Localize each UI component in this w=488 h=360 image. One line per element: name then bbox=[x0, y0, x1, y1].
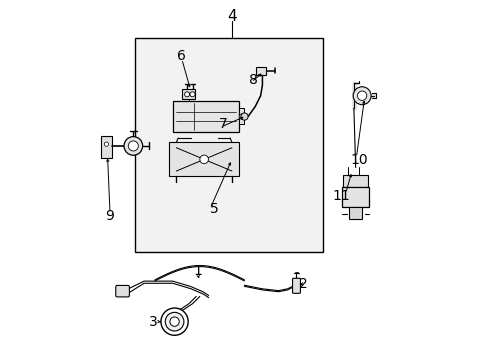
Bar bbox=[348, 207, 362, 220]
Text: 11: 11 bbox=[332, 189, 349, 203]
Circle shape bbox=[184, 92, 189, 97]
Circle shape bbox=[200, 155, 208, 164]
Circle shape bbox=[241, 113, 247, 120]
Text: 4: 4 bbox=[226, 9, 236, 24]
Text: 3: 3 bbox=[148, 315, 157, 329]
Bar bbox=[182, 89, 195, 99]
FancyBboxPatch shape bbox=[292, 278, 300, 293]
Circle shape bbox=[124, 136, 142, 155]
Bar bbox=[169, 142, 239, 176]
Bar bbox=[239, 108, 244, 125]
Circle shape bbox=[352, 87, 370, 105]
Text: 7: 7 bbox=[218, 117, 227, 131]
FancyBboxPatch shape bbox=[116, 285, 129, 297]
Circle shape bbox=[165, 312, 183, 331]
Text: 5: 5 bbox=[209, 202, 218, 216]
Circle shape bbox=[239, 114, 244, 119]
Circle shape bbox=[104, 142, 108, 146]
Bar bbox=[101, 136, 112, 158]
Circle shape bbox=[128, 141, 138, 151]
Text: 8: 8 bbox=[248, 73, 257, 87]
Text: 10: 10 bbox=[350, 153, 367, 167]
Circle shape bbox=[357, 91, 366, 100]
Bar bbox=[172, 101, 239, 132]
Circle shape bbox=[190, 92, 195, 97]
Bar bbox=[341, 187, 368, 207]
Bar bbox=[255, 67, 265, 75]
Text: 1: 1 bbox=[193, 265, 202, 278]
Bar bbox=[343, 175, 367, 187]
Text: 6: 6 bbox=[177, 49, 186, 63]
Circle shape bbox=[169, 317, 179, 326]
Circle shape bbox=[161, 308, 188, 335]
Text: 9: 9 bbox=[105, 209, 114, 223]
Bar bbox=[135, 39, 323, 252]
Text: 2: 2 bbox=[299, 277, 307, 291]
